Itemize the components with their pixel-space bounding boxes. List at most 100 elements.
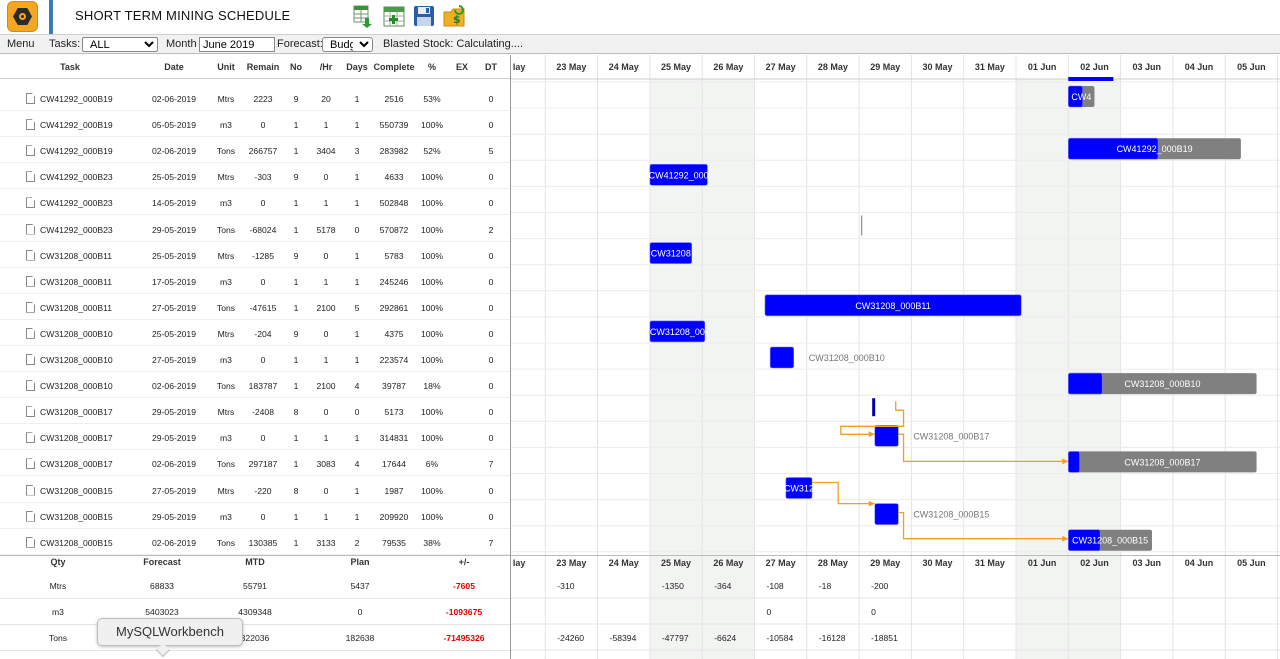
money-refresh-icon[interactable]: $ (443, 4, 465, 28)
save-icon[interactable] (413, 4, 435, 28)
table-cell: -47615 (249, 302, 277, 313)
column-header-complete: Complete (373, 62, 415, 72)
table-row[interactable]: CW31208_000B17 29-05-2019 Mtrs -2408 8 0 0 5173… (0, 398, 510, 425)
day-header: 27 May (766, 62, 796, 72)
table-row[interactable]: CW31208_000B10 02-06-2019 Tons 183787 1 2100 4… (0, 372, 510, 399)
tasks-select[interactable]: ALL (82, 37, 158, 52)
table-row[interactable]: CW31208_000B11 27-05-2019 Tons -47615 1 2100 5… (0, 294, 510, 320)
daily-value: -18 (819, 581, 832, 591)
gantt-bar[interactable] (649, 242, 693, 264)
day-header: 23 May (556, 558, 586, 568)
table-row[interactable]: CW31208_000B15 29-05-2019 m3 0 1 1 1 209920 100%… (0, 503, 510, 529)
table-cell: 100% (421, 172, 443, 183)
table-cell: Tons (216, 224, 236, 235)
table-row[interactable]: CW41292_000B23 25-05-2019 Mtrs -303 9 0 1 4633 1… (0, 163, 510, 190)
gantt-bar[interactable] (1067, 137, 1159, 160)
table-row[interactable]: CW31208_000B15 27-05-2019 Mtrs -220 8 0 1 1987 1… (0, 477, 510, 503)
summary-cell: 4309348 (238, 607, 272, 617)
table-cell: 0 (354, 224, 360, 235)
table-cell: 8 (293, 407, 299, 418)
calendar-add-icon[interactable] (383, 4, 405, 28)
gantt-bar[interactable] (785, 477, 813, 499)
gantt-bar-remaining[interactable] (1068, 373, 1257, 395)
day-header: 28 May (818, 558, 848, 568)
table-row[interactable]: CW31208_000B11 25-05-2019 Mtrs -1285 9 0 1 5783… (0, 242, 510, 268)
gantt-bar[interactable] (764, 294, 1022, 317)
dependency-arrow (868, 500, 875, 507)
table-row[interactable]: CW31208_000B11 17-05-2019 m3 0 1 1 1 245246 100%… (0, 268, 510, 294)
table-cell: 1 (323, 433, 329, 444)
table-cell: 2516 (384, 94, 404, 104)
task-name-cell: CW31208_000B10 (40, 328, 113, 339)
table-cell: 0 (488, 328, 494, 339)
table-cell: 7 (488, 537, 494, 548)
table-row[interactable]: CW41292_000B19 02-06-2019 Mtrs 2223 9 20 1 2516… (0, 85, 510, 111)
summary-cell: 5403023 (145, 607, 179, 617)
table-row[interactable]: CW41292_000B19 05-05-2019 m3 0 1 1 1 550739 100%… (0, 111, 510, 138)
day-header: 02 Jun (1080, 558, 1109, 568)
table-cell: 4 (354, 381, 360, 392)
daily-summary-canvas: lay 23 May 24 May 25 May 26 May 27 May 28 May 2… (511, 556, 1280, 659)
pane-splitter[interactable] (510, 55, 511, 659)
day-header: 25 May (661, 62, 691, 72)
table-cell: Mtrs (217, 328, 235, 339)
column-header-days: Days (346, 62, 368, 72)
gantt-marker (872, 398, 876, 417)
filter-toolbar: Menu Tasks: ALL Month Forecast: Budget B… (0, 34, 1280, 54)
table-cell: 245246 (379, 276, 409, 287)
table-cell: 314831 (379, 433, 409, 444)
gantt-bar[interactable] (649, 164, 708, 186)
daily-value: -364 (714, 581, 731, 591)
weekend-column (1068, 556, 1121, 659)
menu-button[interactable]: Menu (7, 38, 35, 50)
month-input[interactable] (199, 37, 275, 52)
table-cell: 550739 (379, 120, 409, 131)
table-cell: 3133 (316, 537, 336, 548)
table-row[interactable]: CW31208_000B17 29-05-2019 m3 0 1 1 1 314831 100%… (0, 424, 510, 451)
app-logo-icon[interactable] (7, 1, 38, 32)
table-cell: 6% (425, 459, 439, 470)
document-icon (26, 406, 35, 418)
gantt-bar-remaining[interactable] (1068, 451, 1257, 473)
summary-cell: 182638 (345, 633, 375, 643)
table-row[interactable]: CW41292_000B19 02-06-2019 Tons 266757 1 3404 3… (0, 137, 510, 164)
table-row[interactable]: CW31208_000B17 02-06-2019 Tons 297187 1 3083 4… (0, 450, 510, 477)
table-cell: 25-05-2019 (152, 172, 196, 183)
table-cell: 0 (260, 120, 266, 131)
table-cell: 100% (421, 276, 443, 287)
table-row[interactable]: CW31208_000B15 02-06-2019 Tons 130385 1 3133 2… (0, 529, 510, 555)
table-cell: 17-05-2019 (152, 276, 196, 287)
forecast-select[interactable]: Budget (322, 37, 373, 52)
table-cell: m3 (220, 198, 232, 209)
gantt-bar[interactable] (1067, 529, 1101, 552)
table-cell: 02-06-2019 (152, 94, 196, 104)
gantt-bar[interactable] (769, 346, 795, 369)
forecast-label: Forecast: (277, 38, 323, 50)
gantt-canvas: lay 23 May 24 May 25 May 26 May 27 May 28 May 2… (511, 55, 1280, 557)
table-cell: 1 (293, 355, 299, 365)
dependency-arrow (868, 431, 875, 438)
gantt-bar[interactable] (1067, 372, 1103, 395)
table-cell: 0 (323, 485, 329, 496)
summary-cell: Tons (48, 633, 68, 643)
gantt-bar[interactable] (1067, 85, 1083, 108)
table-cell: 4633 (384, 172, 404, 183)
gantt-bar[interactable] (874, 424, 899, 447)
day-header: 01 Jun (1028, 558, 1057, 568)
task-name-cell: CW31208_000B11 (40, 250, 112, 261)
gantt-bar[interactable] (874, 503, 899, 525)
gantt-bar[interactable] (1068, 77, 1114, 81)
table-cell: m3 (220, 433, 232, 444)
export-excel-icon[interactable] (352, 4, 374, 28)
day-header: 25 May (661, 558, 691, 568)
gantt-bar-label: CW41292_000 (649, 170, 709, 180)
table-cell: 0 (260, 198, 266, 209)
gantt-bar[interactable] (649, 320, 706, 343)
table-row[interactable]: CW31208_000B10 27-05-2019 m3 0 1 1 1 223574 100%… (0, 346, 510, 372)
table-row[interactable]: CW41292_000B23 29-05-2019 Tons -68024 1 5178 0… (0, 216, 510, 242)
table-cell: 02-06-2019 (152, 459, 196, 470)
table-row[interactable]: CW41292_000B23 14-05-2019 m3 0 1 1 1 502848 100%… (0, 189, 510, 216)
gantt-bar[interactable] (1067, 451, 1080, 473)
table-row[interactable]: CW31208_000B10 25-05-2019 Mtrs -204 9 0 1 4375 1… (0, 320, 510, 346)
daily-value: -1350 (662, 581, 684, 591)
